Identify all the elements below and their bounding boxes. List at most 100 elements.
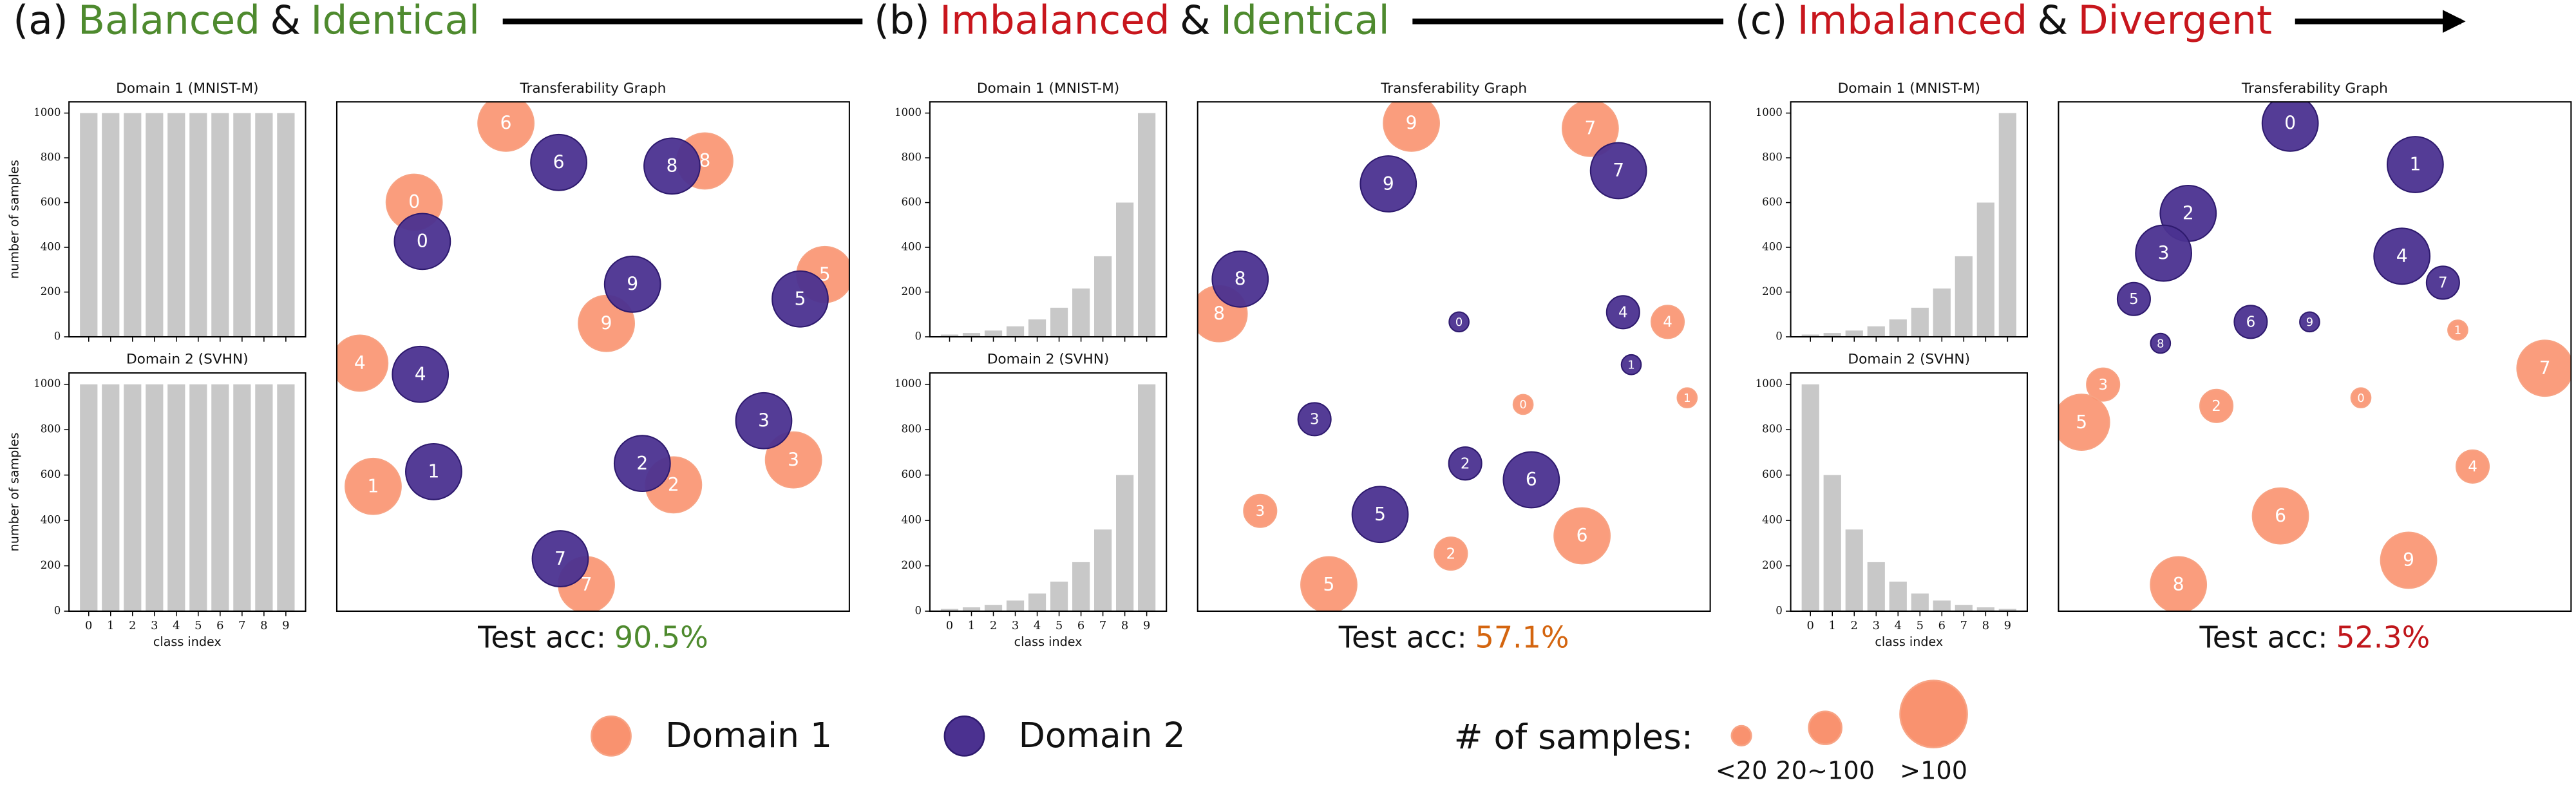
- bar: [962, 333, 981, 337]
- node-label: 2: [2183, 203, 2194, 224]
- y-tick-label: 0: [54, 605, 61, 617]
- node: [2251, 487, 2309, 545]
- title-part: Balanced: [78, 0, 260, 43]
- x-tick-label: 6: [216, 619, 223, 632]
- x-tick-label: 8: [1121, 619, 1128, 632]
- bar: [189, 113, 207, 337]
- y-axis-label: number of samples: [6, 160, 21, 279]
- bar: [255, 384, 273, 612]
- bar: [1955, 605, 1973, 612]
- bar-title: Domain 2 (SVHN): [987, 352, 1110, 368]
- panel-title: (a) Balanced & Identical: [13, 0, 480, 43]
- x-tick-label: 7: [238, 619, 245, 632]
- node: [1448, 446, 1482, 481]
- x-axis-label: class index: [153, 634, 222, 649]
- y-tick-label: 1000: [1756, 377, 1783, 390]
- bar: [1028, 593, 1046, 612]
- node-label: 2: [636, 453, 648, 474]
- bar: [984, 330, 1003, 337]
- node: [336, 334, 389, 392]
- node-label: 5: [2129, 291, 2139, 308]
- panel-title: (c) Imbalanced & Divergent: [1735, 0, 2272, 43]
- x-tick-label: 5: [194, 619, 202, 632]
- test-accuracy: Test acc: 57.1%: [1338, 620, 1569, 654]
- node: [1211, 251, 1269, 308]
- node: [477, 102, 535, 152]
- y-axis-label: number of samples: [6, 433, 21, 552]
- node: [1502, 451, 1560, 509]
- bar: [1998, 113, 2016, 337]
- y-tick-label: 200: [901, 285, 922, 298]
- node-label: 6: [553, 152, 565, 173]
- bar: [233, 113, 251, 337]
- node-label: 8: [1235, 269, 1246, 290]
- bar: [1138, 384, 1156, 612]
- x-tick-label: 0: [1807, 619, 1814, 632]
- bar-title: Domain 2 (SVHN): [1848, 352, 1970, 368]
- title-part: Imbalanced: [940, 0, 1170, 43]
- y-tick-label: 400: [41, 241, 61, 253]
- x-tick-label: 5: [1917, 619, 1924, 632]
- bar: [277, 384, 295, 612]
- node-label: 0: [2357, 392, 2364, 405]
- node-label: 4: [1663, 314, 1672, 331]
- node-label: 5: [1374, 504, 1386, 525]
- node: [1651, 305, 1685, 339]
- node-label: 6: [500, 113, 512, 134]
- y-tick-label: 200: [1762, 559, 1783, 571]
- size-legend-title: # of samples:: [1454, 717, 1693, 757]
- node: [2135, 224, 2192, 282]
- x-tick-label: 6: [1077, 619, 1084, 632]
- bar: [1823, 475, 1841, 612]
- node-label: 4: [2468, 459, 2477, 475]
- accuracy-value: 90.5%: [614, 620, 708, 654]
- bar: [1094, 256, 1112, 337]
- node: [1359, 155, 1417, 213]
- bar: [940, 334, 959, 337]
- bar: [1845, 529, 1863, 612]
- node-label: 5: [795, 289, 806, 310]
- bar: [1072, 288, 1090, 337]
- node: [1512, 394, 1534, 415]
- node-label: 3: [2158, 242, 2170, 263]
- y-tick-label: 600: [41, 196, 61, 208]
- node: [735, 392, 793, 450]
- node: [772, 270, 829, 328]
- y-tick-label: 200: [901, 559, 922, 571]
- node: [2386, 136, 2444, 193]
- panel-label: (a): [13, 0, 68, 43]
- y-tick-label: 600: [901, 196, 922, 208]
- node: [393, 213, 451, 270]
- bar: [940, 609, 959, 612]
- y-tick-label: 200: [41, 559, 61, 571]
- y-tick-label: 1000: [895, 377, 922, 390]
- y-tick-label: 800: [1762, 151, 1783, 164]
- y-tick-label: 0: [54, 330, 61, 342]
- bar: [1006, 600, 1025, 612]
- bar: [1138, 113, 1156, 337]
- size-label: >100: [1900, 757, 1967, 786]
- bar: [189, 384, 207, 612]
- node-label: 3: [2098, 377, 2108, 394]
- bar: [124, 113, 142, 337]
- node-label: 9: [1383, 173, 1394, 194]
- y-tick-label: 600: [901, 468, 922, 480]
- bar: [1115, 475, 1134, 612]
- node-label: 7: [2438, 275, 2448, 292]
- x-tick-label: 7: [1099, 619, 1106, 632]
- bar: [1976, 202, 1994, 337]
- node-label: 0: [2284, 113, 2296, 134]
- y-tick-label: 600: [1762, 196, 1783, 208]
- x-tick-label: 1: [968, 619, 975, 632]
- x-tick-label: 7: [1960, 619, 1967, 632]
- x-tick-label: 2: [1851, 619, 1858, 632]
- node-label: 9: [2403, 549, 2414, 571]
- x-tick-label: 4: [1034, 619, 1041, 632]
- bar: [124, 384, 142, 612]
- node: [2447, 319, 2468, 341]
- node-label: 8: [699, 150, 710, 171]
- bar: [233, 384, 251, 612]
- title-part: &: [2038, 0, 2069, 43]
- x-tick-label: 3: [1873, 619, 1880, 632]
